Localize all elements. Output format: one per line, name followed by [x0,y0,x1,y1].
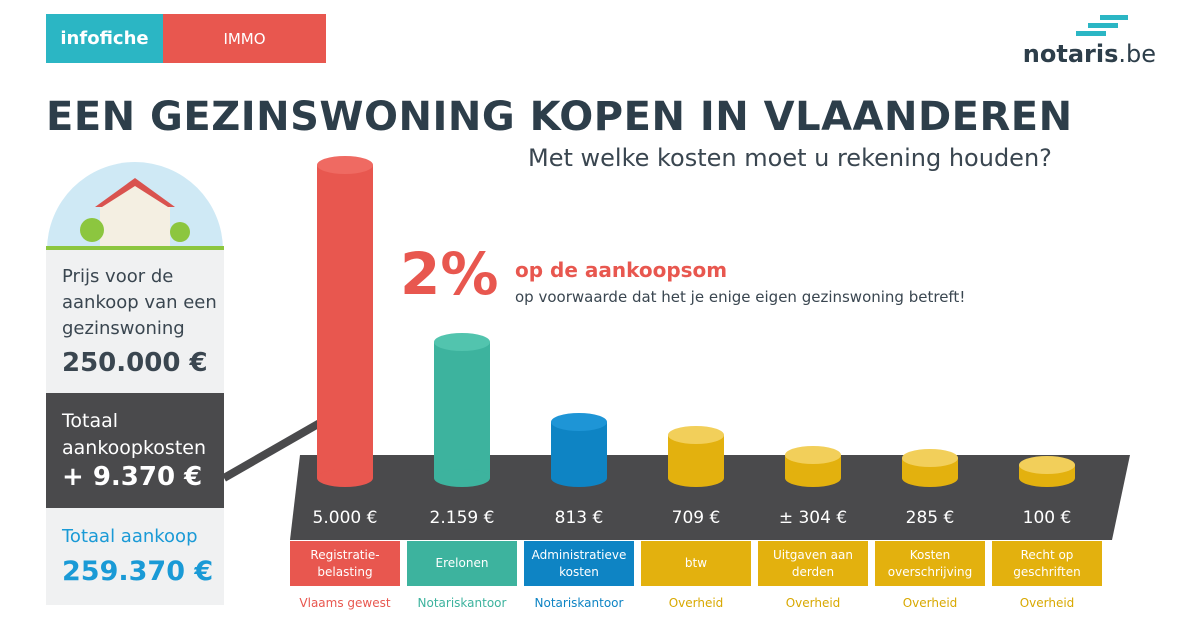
cylinder-body [434,342,490,478]
cost-label: Registratie-belasting [290,541,400,586]
price-box [46,250,224,393]
amount: 709 € [671,508,721,528]
cylinder-base [668,469,724,487]
amount: 100 € [1022,508,1072,528]
price-label: Prijs voor de aankoop van een gezinswoni… [62,266,217,339]
source: Overheid [785,596,841,610]
price: 250.000 € [62,348,208,378]
cylinder-top [551,413,607,431]
amount: 813 € [554,508,604,528]
amount: 2.159 € [429,508,495,528]
logo-suffix: .be [1118,40,1156,68]
logo-mark [1076,15,1128,36]
source: Overheid [668,596,724,610]
connector [222,412,334,482]
callout-note: op voorwaarde dat het je enige eigen gez… [515,288,966,306]
logo-text: notaris [1022,40,1119,68]
cylinder-base [1019,469,1075,487]
cylinder-base [317,469,373,487]
cylinder-base [902,469,958,487]
logo-bar [1088,23,1118,28]
subtitle: Met welke kosten moet u rekening houden? [528,144,1052,172]
cost-label: Kosten overschrijving [875,541,985,586]
cylinder-top [317,156,373,174]
callout-big: 2% [400,240,499,308]
amount: 285 € [905,508,955,528]
cylinder-top [668,426,724,444]
costs: + 9.370 € [62,462,203,492]
cost-label: Erelonen [407,541,517,586]
cost-label: btw [641,541,751,586]
cylinder-body [317,165,373,478]
tag: infofiche [46,14,163,63]
total: 259.370 € [62,556,214,587]
grass [46,246,224,251]
cylinder-top [785,446,841,464]
logo: notaris.be [1023,40,1156,68]
logo-bar [1100,15,1128,20]
amount: 5.000 € [312,508,378,528]
title: EEN GEZINSWONING KOPEN IN VLAANDEREN [46,94,1073,140]
cylinders [317,156,1075,487]
cylinder-top [1019,456,1075,474]
costs-label: Totaal aankoopkosten [62,410,206,459]
tree [170,222,190,242]
total-label: Totaal aankoop [62,526,198,547]
category: IMMO [163,14,326,63]
source: Notariskantoor [417,596,507,610]
total-box [46,508,224,605]
house-roof [95,178,175,207]
cost-label: Recht op geschriften [992,541,1102,586]
amount: ± 304 € [778,508,848,528]
source: Notariskantoor [534,596,624,610]
source: Vlaams gewest [299,596,391,610]
cost-label: Uitgaven aan derden [758,541,868,586]
house [100,182,170,246]
source: Overheid [902,596,958,610]
cylinder-base [785,469,841,487]
cylinder-top [434,333,490,351]
cylinder-base [434,469,490,487]
costs-box [46,393,224,508]
cost-label: Administratieve kosten [524,541,634,586]
source: Overheid [1019,596,1075,610]
tree [80,218,104,242]
logo-bar [1076,31,1106,36]
cylinder-top [902,449,958,467]
cylinder-base [551,469,607,487]
callout-line: op de aankoopsom [515,258,728,282]
cylinder-body [551,422,607,478]
